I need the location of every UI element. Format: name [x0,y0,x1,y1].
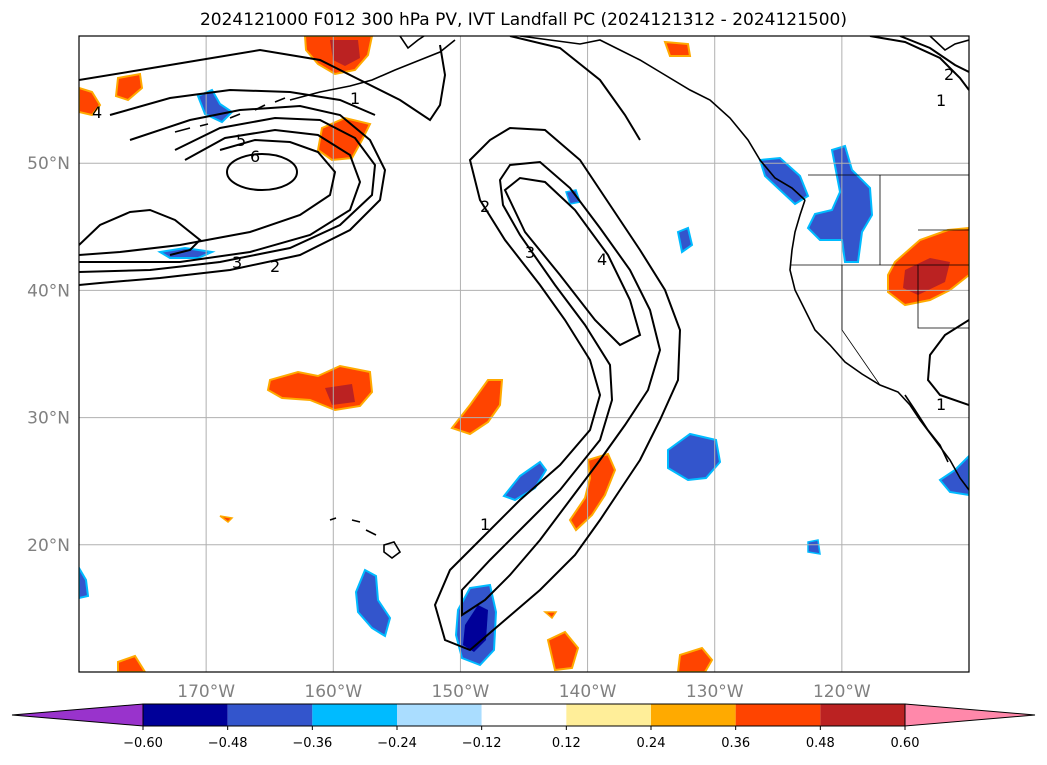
contour-label: 1 [350,89,360,108]
longitude-label: 130°W [686,682,744,702]
colorbar-tick-label: −0.48 [208,736,248,751]
colorbar: −0.60 −0.48 −0.36 −0.24 −0.12 0.12 0.24 0.36 0.4… [11,703,1036,751]
contour-label: 3 [232,253,242,272]
coastline-layer [174,36,969,559]
contour-label: 1 [480,515,490,534]
colorbar-tick-label: −0.24 [377,736,417,751]
contour-label: 2 [480,197,490,216]
colorbar-segment [397,704,482,726]
contour-line [926,319,969,406]
map-title: 2024121000 F012 300 hPa PV, IVT Landfall… [199,10,847,30]
colorbar-tick-label: −0.12 [462,736,502,751]
alaska-coastline [289,39,456,101]
alaska-coastline [519,36,806,201]
pv-positive-blob [219,515,234,523]
pv-negative-blob [502,460,548,502]
pv-negative-blob [79,566,90,600]
longitude-label: 170°W [177,682,235,702]
contour-label: 2 [944,65,954,84]
contour-line [79,44,447,122]
colorbar-segment [481,704,567,726]
contour-line [503,176,642,347]
pv-positive-core [330,40,360,66]
colorbar-segment [820,704,905,726]
pv-negative-blob [157,246,216,259]
contour-line [79,104,387,286]
latitude-labels: 50°N 40°N 30°N 20°N [27,154,70,556]
contour-line [509,36,641,141]
colorbar-tick-label: −0.60 [123,736,163,751]
pv-positive-blob [546,630,580,672]
colorbar-tick-label: 0.36 [721,736,750,751]
colorbar-segment [312,704,397,726]
colorbar-segment [143,704,228,726]
contour-label: 2 [270,257,280,276]
colorbar-extend-high [904,703,1036,727]
alaska-coastline [399,36,425,50]
colorbar-tick-label: −0.36 [292,736,332,751]
contour-line [109,88,376,116]
contour-line [899,36,969,73]
pv-positive-core [325,384,355,405]
latitude-label: 40°N [27,281,70,301]
contour-line [461,160,662,617]
alaska-coastline [929,36,969,51]
contour-line [433,126,682,652]
pv-positive-blob [663,40,692,57]
colorbar-tick-label: 0.24 [637,736,666,751]
colorbar-tick-label: 0.48 [806,736,835,751]
pv-positive-blob [450,379,504,436]
longitude-label: 160°W [304,682,362,702]
contour-line [226,153,298,191]
pv-positive-blob [542,611,558,620]
longitude-label: 140°W [559,682,617,702]
pv-negative-blob [938,454,969,497]
colorbar-tick-label: 0.60 [891,736,920,751]
colorbar-tick-label: 0.12 [552,736,581,751]
ivt-contours [79,36,969,652]
contour-labels: 1 2 3 5 6 2 3 4 1 4 2 1 1 [92,65,954,534]
pv-negative-blob [807,539,821,555]
baja-coast [904,394,949,463]
contour-label: 5 [236,131,246,150]
map-frame [78,35,970,673]
pv-positive-blob [79,86,102,117]
hawaii-islands [329,517,402,559]
longitude-label: 120°W [813,682,871,702]
longitude-label: 150°W [432,682,490,702]
pv-positive-blob [114,72,144,102]
contour-label: 1 [936,395,946,414]
pv-positive-core [903,258,950,295]
contour-line [79,128,362,263]
pv-positive-blob [117,654,147,672]
contour-line [79,116,377,273]
contour-label: 3 [525,243,535,262]
pv-negative-blob [354,568,392,638]
contour-label: 4 [597,250,607,269]
latitude-label: 30°N [27,409,70,429]
pv-positive-blob [266,364,374,412]
contour-line [869,36,969,91]
contour-label: 4 [92,103,102,122]
contour-line [79,208,202,256]
colorbar-extend-low [11,703,144,727]
pv-negative-blob [667,432,722,482]
graticule-grid [79,36,969,672]
contour-line [79,138,337,256]
colorbar-segment [566,704,651,726]
colorbar-segment [227,704,313,726]
pv-negative-blob [676,226,694,254]
latitude-label: 50°N [27,154,70,174]
contour-label: 1 [936,91,946,110]
state-borders [790,174,969,386]
colorbar-segment [651,704,736,726]
latitude-label: 20°N [27,536,70,556]
contour-label: 6 [250,147,260,166]
longitude-labels: 170°W 160°W 150°W 140°W 130°W 120°W [177,682,871,702]
pv-positive-blob [676,646,714,672]
aleutian-islands [174,97,286,133]
colorbar-frame [142,703,906,727]
colorbar-segment [735,704,821,726]
